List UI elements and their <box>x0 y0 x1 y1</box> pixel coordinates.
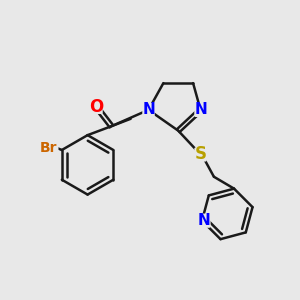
FancyBboxPatch shape <box>194 103 207 117</box>
Text: N: N <box>142 102 155 117</box>
Text: O: O <box>89 98 103 116</box>
Text: S: S <box>194 146 206 164</box>
FancyBboxPatch shape <box>40 141 58 155</box>
Text: N: N <box>198 213 211 228</box>
FancyBboxPatch shape <box>194 147 207 162</box>
FancyBboxPatch shape <box>198 214 211 228</box>
Text: Br: Br <box>40 141 58 155</box>
FancyBboxPatch shape <box>142 103 155 117</box>
FancyBboxPatch shape <box>90 100 103 114</box>
Text: N: N <box>194 102 207 117</box>
